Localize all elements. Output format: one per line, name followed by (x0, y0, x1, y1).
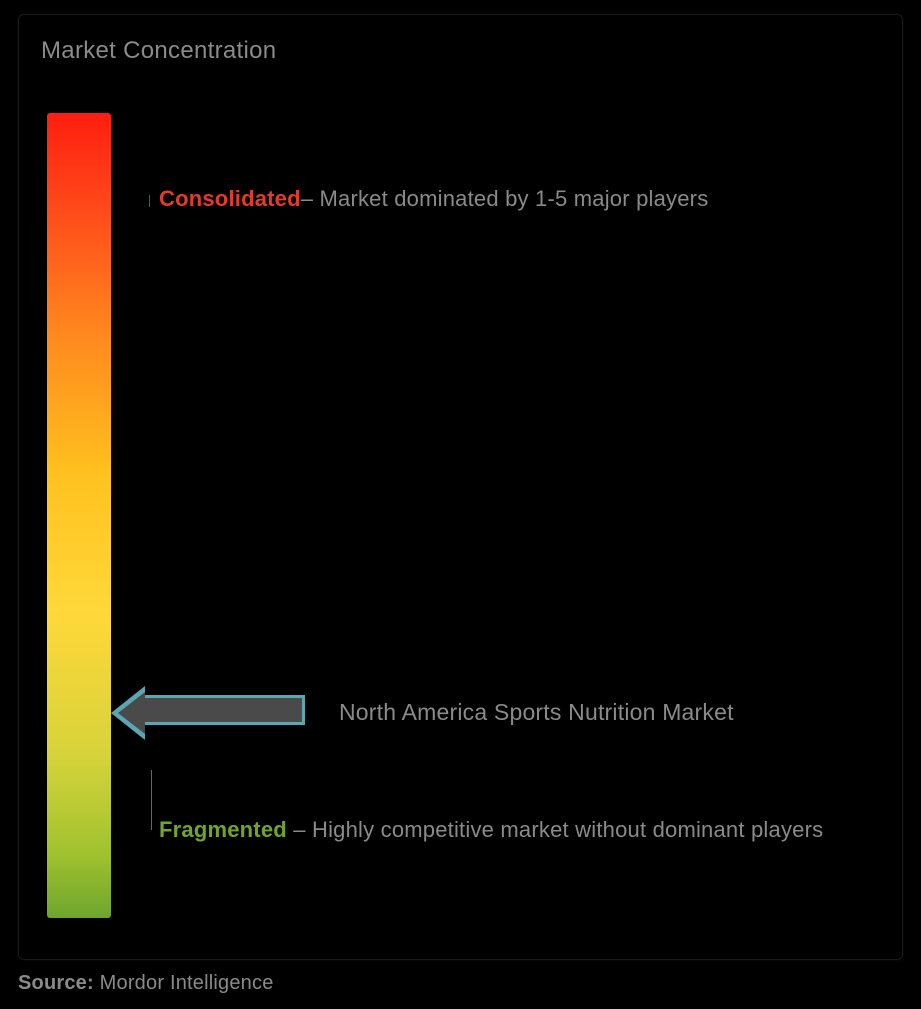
consolidated-label-block: Consolidated– Market dominated by 1-5 ma… (159, 180, 859, 217)
pointer-arrow (111, 686, 347, 740)
consolidated-strong: Consolidated (159, 186, 301, 211)
concentration-gradient-bar (47, 113, 111, 918)
source-value: Mordor Intelligence (94, 972, 274, 994)
tick-line-consolidated (149, 195, 150, 207)
consolidated-rest: – Market dominated by 1-5 major players (301, 186, 709, 211)
pointer-label: North America Sports Nutrition Market (339, 699, 734, 726)
arrow-body (145, 695, 305, 725)
source-line: Source: Mordor Intelligence (18, 972, 274, 995)
arrow-head-fill-icon (118, 692, 145, 734)
fragmented-rest: – Highly competitive market without domi… (287, 817, 823, 842)
source-label: Source: (18, 972, 94, 994)
tick-line-fragmented (151, 770, 152, 830)
fragmented-label-block: Fragmented – Highly competitive market w… (159, 811, 889, 848)
chart-card: Market Concentration Consolidated– Marke… (18, 14, 903, 960)
chart-title: Market Concentration (41, 37, 276, 65)
fragmented-strong: Fragmented (159, 817, 287, 842)
